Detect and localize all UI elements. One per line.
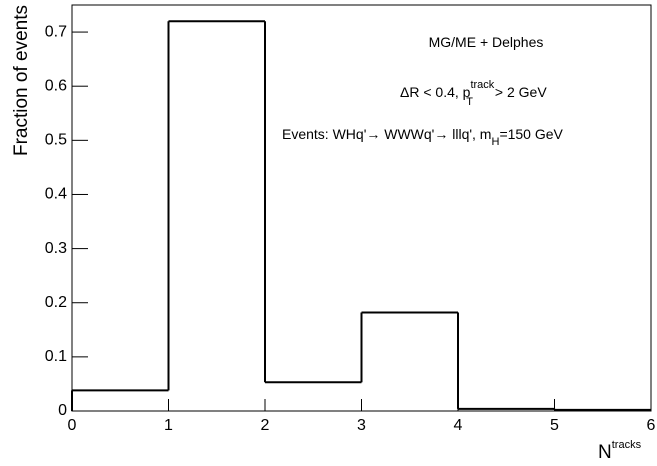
- x-tick-label: 0: [68, 417, 77, 434]
- x-axis-label-sup: tracks: [612, 439, 642, 451]
- annotation-text: > 2 GeV: [491, 84, 547, 100]
- annotation-text: ΔR < 0.4, p: [400, 84, 471, 100]
- annotation: MG/ME + Delphes: [429, 34, 544, 50]
- x-axis-label-main: N: [598, 442, 612, 463]
- annotation-sub: H: [491, 136, 499, 148]
- annotation: ΔR < 0.4, ptrack T > 2 GeV: [400, 79, 547, 108]
- annotation: Events: WHq'→ WWWq'→ lllq', mH=150 GeV: [282, 126, 564, 148]
- y-axis-label: Fraction of events: [11, 5, 32, 156]
- x-tick-label: 2: [261, 417, 270, 434]
- annotation-sub: T: [466, 96, 473, 108]
- x-tick-label: 4: [454, 417, 463, 434]
- y-tick-label: 0.7: [45, 23, 67, 40]
- annotation-text: =150 GeV: [499, 126, 563, 142]
- y-tick-label: 0.4: [45, 186, 67, 203]
- x-tick-label: 1: [164, 417, 173, 434]
- annotation-text: Events: WHq'→ WWWq'→ lllq', m: [282, 126, 491, 142]
- x-tick-label: 5: [550, 417, 559, 434]
- annotation-text: MG/ME + Delphes: [429, 34, 544, 50]
- x-tick-label: 3: [357, 417, 366, 434]
- x-axis-label: Ntracks: [598, 439, 642, 463]
- y-tick-label: 0.5: [45, 132, 67, 149]
- y-tick-label: 0.2: [45, 294, 67, 311]
- x-tick-label: 6: [647, 417, 656, 434]
- y-tick-label: 0.1: [45, 348, 67, 365]
- y-tick-label: 0.6: [45, 77, 67, 94]
- y-tick-label: 0: [58, 402, 67, 419]
- annotation-sup: track: [470, 79, 494, 91]
- y-tick-label: 0.3: [45, 240, 67, 257]
